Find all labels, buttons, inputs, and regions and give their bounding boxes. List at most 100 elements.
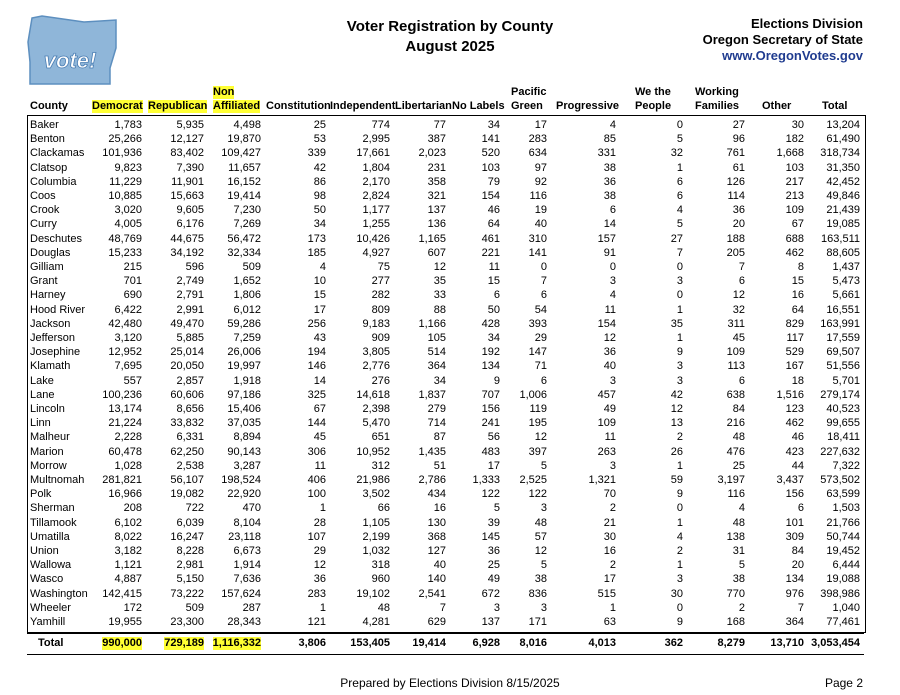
table-cell: 42 bbox=[670, 388, 683, 401]
table-cell: 98 bbox=[313, 190, 326, 202]
table-cell: 1 bbox=[676, 161, 683, 174]
county-name: Curry bbox=[30, 218, 57, 231]
table-cell: 7,390 bbox=[176, 161, 204, 174]
county-name: Lane bbox=[30, 388, 55, 401]
table-cell: 256 bbox=[307, 317, 326, 330]
table-cell: 171 bbox=[528, 616, 547, 628]
table-cell: 145 bbox=[481, 530, 500, 543]
county-name: Polk bbox=[30, 488, 52, 501]
table-cell: 31 bbox=[732, 545, 745, 557]
county-name: Wallowa bbox=[30, 559, 72, 572]
table-cell: 470 bbox=[242, 502, 261, 515]
table-cell: 11 bbox=[314, 459, 326, 472]
table-cell: 31,350 bbox=[826, 161, 860, 174]
table-cell: 23,300 bbox=[170, 616, 204, 628]
table-cell: 509 bbox=[242, 261, 261, 273]
table-cell: 61,490 bbox=[826, 133, 860, 146]
table-cell: 97 bbox=[534, 161, 547, 174]
table-cell: 707 bbox=[481, 388, 500, 401]
table-cell: 122 bbox=[481, 488, 500, 501]
table-cell: 12 bbox=[433, 261, 446, 273]
table-cell: 688 bbox=[785, 232, 804, 245]
table-cell: 21,766 bbox=[826, 516, 860, 529]
table-cell: 2,786 bbox=[418, 474, 446, 486]
table-cell: 9,823 bbox=[114, 161, 142, 174]
table-cell: 103 bbox=[785, 161, 804, 174]
table-cell: 909 bbox=[371, 332, 390, 344]
table-cell: 66 bbox=[377, 502, 390, 515]
table-cell: 84 bbox=[791, 545, 804, 557]
table-cell: 19,082 bbox=[170, 488, 204, 501]
table-cell: 309 bbox=[785, 530, 804, 543]
table-cell: 42,480 bbox=[108, 317, 142, 330]
table-cell: 2 bbox=[676, 545, 683, 557]
table-cell: 117 bbox=[786, 332, 804, 344]
table-cell: 339 bbox=[307, 147, 326, 160]
table-cell: 3 bbox=[493, 601, 500, 614]
table-cell: 8,894 bbox=[233, 431, 261, 444]
table-cell: 17 bbox=[487, 459, 500, 472]
column-header: Green bbox=[511, 100, 543, 112]
table-cell: 83,402 bbox=[170, 147, 204, 160]
county-name: Benton bbox=[30, 133, 65, 146]
table-cell: 29 bbox=[313, 545, 326, 557]
table-cell: 20,050 bbox=[170, 360, 204, 373]
table-cell: 32 bbox=[732, 303, 745, 316]
county-name: Jefferson bbox=[30, 332, 76, 344]
table-cell: 60,606 bbox=[170, 388, 204, 401]
table-cell: 5 bbox=[676, 133, 683, 146]
table-cell: 36 bbox=[603, 346, 616, 359]
table-cell: 33,832 bbox=[170, 417, 204, 430]
table-cell: 134 bbox=[481, 360, 500, 373]
table-cell: 38 bbox=[603, 190, 616, 202]
table-cell: 56,107 bbox=[170, 474, 204, 486]
table-cell: 1,503 bbox=[832, 502, 860, 515]
total-cell: 362 bbox=[664, 637, 683, 649]
table-cell: 167 bbox=[785, 360, 804, 373]
table-cell: 54 bbox=[534, 303, 547, 316]
table-cell: 227,632 bbox=[820, 445, 860, 458]
table-cell: 59,286 bbox=[227, 317, 261, 330]
table-cell: 19,870 bbox=[227, 133, 261, 146]
table-cell: 520 bbox=[481, 147, 500, 160]
table-cell: 406 bbox=[307, 474, 326, 486]
table-cell: 88,605 bbox=[826, 246, 860, 259]
table-cell: 1,255 bbox=[362, 218, 390, 231]
county-name: Clatsop bbox=[30, 161, 68, 174]
table-cell: 50 bbox=[487, 303, 500, 316]
column-header: We the bbox=[635, 86, 671, 98]
table-cell: 672 bbox=[481, 587, 500, 600]
county-name: Union bbox=[30, 545, 59, 557]
table-cell: 208 bbox=[123, 502, 142, 515]
table-cell: 157,624 bbox=[221, 587, 261, 600]
table-cell: 8,228 bbox=[176, 545, 204, 557]
table-cell: 11,657 bbox=[228, 161, 261, 174]
table-cell: 701 bbox=[123, 275, 142, 288]
table-cell: 85 bbox=[603, 133, 616, 146]
table-cell: 0 bbox=[676, 119, 683, 131]
table-cell: 9 bbox=[676, 616, 683, 628]
table-cell: 198,524 bbox=[221, 474, 261, 486]
table-cell: 92 bbox=[534, 175, 547, 188]
table-cell: 37,035 bbox=[227, 417, 261, 430]
table-cell: 25 bbox=[487, 559, 500, 572]
table-cell: 3 bbox=[676, 360, 683, 373]
table-cell: 2,749 bbox=[176, 275, 204, 288]
table-cell: 64 bbox=[791, 303, 804, 316]
county-name: Multnomah bbox=[30, 474, 85, 486]
table-cell: 6 bbox=[676, 190, 683, 202]
table-cell: 12 bbox=[670, 403, 683, 415]
county-name: Coos bbox=[30, 190, 56, 202]
table-cell: 42,452 bbox=[826, 175, 860, 188]
table-cell: 277 bbox=[371, 275, 390, 288]
table-cell: 35 bbox=[670, 317, 683, 330]
table-cell: 461 bbox=[481, 232, 500, 245]
table-cell: 529 bbox=[785, 346, 804, 359]
table-cell: 6 bbox=[676, 175, 683, 188]
table-cell: 19,997 bbox=[227, 360, 261, 373]
table-cell: 6 bbox=[540, 289, 547, 302]
table-cell: 283 bbox=[528, 133, 547, 146]
table-cell: 17 bbox=[534, 119, 547, 131]
table-cell: 91 bbox=[603, 246, 616, 259]
